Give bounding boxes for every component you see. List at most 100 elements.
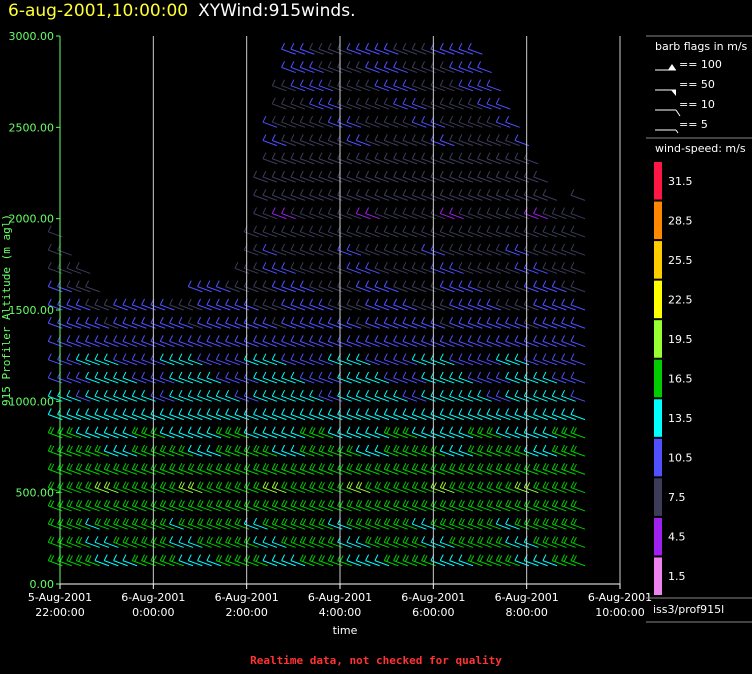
- wind-barb: [486, 249, 502, 256]
- wind-barb: [477, 523, 492, 530]
- wind-barb-feather: [255, 463, 260, 471]
- wind-barb: [318, 249, 334, 256]
- speed-bin-label: 7.5: [668, 491, 686, 504]
- wind-barb-feather: [206, 408, 211, 415]
- wind-barb-feather: [374, 463, 379, 470]
- wind-barb: [496, 468, 511, 475]
- wind-barb-feather: [486, 536, 491, 543]
- wind-barb-feather: [262, 371, 267, 379]
- wind-barb-feather: [262, 243, 267, 251]
- wind-barb: [561, 249, 576, 256]
- wind-barb-feather: [346, 207, 351, 214]
- wind-barb: [552, 450, 567, 457]
- wind-barb: [542, 249, 558, 256]
- wind-barb-feather: [253, 408, 258, 415]
- wind-barb-feather: [402, 316, 407, 324]
- wind-barb-feather: [152, 537, 157, 544]
- wind-barb: [552, 395, 567, 402]
- speed-color-scale: 1.54.57.510.513.516.519.522.525.528.531.…: [654, 162, 693, 595]
- wind-barb: [262, 158, 278, 165]
- wind-barb: [300, 176, 315, 183]
- wind-barb-feather: [309, 243, 314, 251]
- wind-barb: [458, 523, 474, 530]
- wind-barb-feather: [225, 335, 230, 342]
- wind-barb-feather: [411, 225, 416, 233]
- wind-barb: [281, 560, 296, 567]
- wind-barb: [468, 121, 483, 128]
- speed-bin-label: 22.5: [668, 293, 693, 306]
- wind-barb: [449, 121, 464, 128]
- wind-barb-feather: [383, 481, 388, 488]
- wind-barb: [346, 121, 362, 128]
- wind-barb: [374, 468, 390, 475]
- wind-barb: [505, 560, 520, 567]
- wind-barb: [104, 450, 119, 457]
- wind-barb-feather: [402, 536, 407, 543]
- wind-barb-feather: [262, 152, 267, 159]
- wind-barb-feather: [178, 536, 183, 543]
- wind-barb-feather: [355, 463, 360, 470]
- wind-barb-feather: [414, 500, 419, 507]
- wind-barb: [262, 249, 278, 256]
- wind-barb-feather: [234, 481, 239, 488]
- wind-barb: [570, 304, 586, 311]
- wind-barb-feather: [253, 189, 258, 196]
- wind-barb-feather: [439, 152, 444, 159]
- wind-barb-feather: [169, 536, 174, 543]
- wind-barb-feather: [197, 499, 202, 507]
- wind-barb-feather: [85, 426, 90, 433]
- wind-barb: [309, 249, 324, 256]
- wind-barb: [178, 541, 194, 548]
- wind-barb-feather: [131, 444, 136, 452]
- wind-barb-feather: [467, 262, 472, 269]
- wind-barb: [374, 413, 390, 421]
- wind-barb-feather: [152, 445, 157, 453]
- wind-barb: [216, 432, 231, 439]
- wind-barb-feather: [141, 316, 146, 324]
- wind-barb: [505, 249, 520, 256]
- wind-barb: [374, 432, 390, 439]
- wind-barb-feather: [421, 262, 426, 269]
- wind-barb: [281, 48, 296, 55]
- wind-barb-feather: [122, 444, 127, 452]
- wind-barb-feather: [533, 298, 538, 306]
- wind-barb-feather: [414, 555, 419, 562]
- wind-barb-feather: [505, 463, 510, 470]
- wind-barb: [402, 340, 418, 348]
- wind-barb-feather: [159, 371, 164, 379]
- wind-barb-feather: [495, 517, 500, 525]
- wind-barb-feather: [383, 389, 388, 397]
- wind-barb: [458, 176, 474, 183]
- x-tick-date: 6-Aug-2001: [121, 591, 185, 604]
- wind-barb: [561, 286, 576, 293]
- wind-barb-feather: [66, 499, 71, 507]
- wind-barb-feather: [318, 115, 323, 123]
- wind-barb: [561, 487, 576, 494]
- wind-barb: [309, 304, 324, 311]
- wind-barb-feather: [124, 482, 129, 489]
- wind-barb-feather: [131, 298, 136, 306]
- wind-barb-feather: [253, 481, 258, 488]
- wind-barb: [356, 541, 371, 548]
- speed-legend-title: wind-speed: m/s: [655, 142, 746, 155]
- wind-barb-feather: [47, 262, 52, 269]
- wind-barb: [216, 377, 231, 384]
- wind-barb-feather: [47, 371, 52, 379]
- wind-barb: [552, 286, 567, 293]
- wind-barb: [197, 359, 212, 366]
- wind-barb: [449, 450, 464, 457]
- wind-barb-feather: [262, 189, 267, 196]
- wind-barb-feather: [141, 481, 146, 488]
- wind-barb: [542, 413, 558, 421]
- wind-barb: [505, 523, 520, 530]
- wind-barb-feather: [544, 537, 549, 544]
- wind-barb: [542, 213, 558, 220]
- wind-barb-feather: [376, 500, 381, 507]
- wind-barb-feather: [533, 207, 538, 214]
- wind-barb: [104, 487, 119, 494]
- wind-barb-feather: [187, 536, 192, 543]
- wind-barb-feather: [449, 61, 454, 68]
- wind-barb-feather: [50, 555, 55, 562]
- wind-barb-feather: [393, 61, 398, 68]
- wind-barb: [206, 322, 222, 329]
